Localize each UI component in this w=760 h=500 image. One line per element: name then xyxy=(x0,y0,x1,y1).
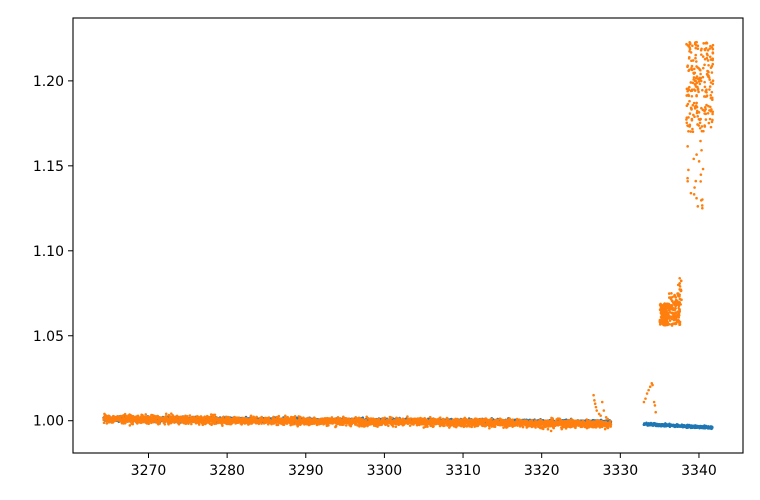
data-point xyxy=(490,417,494,421)
data-point xyxy=(391,425,395,428)
data-point xyxy=(214,422,218,425)
data-point xyxy=(327,424,330,427)
data-point xyxy=(135,422,139,425)
data-point xyxy=(488,426,491,430)
data-point xyxy=(409,417,413,420)
data-point xyxy=(438,416,442,419)
data-point xyxy=(426,425,429,428)
data-point xyxy=(197,423,201,426)
data-point xyxy=(255,415,258,419)
data-point xyxy=(213,413,217,417)
data-point xyxy=(243,422,247,425)
data-point xyxy=(122,415,125,418)
data-point xyxy=(390,416,394,420)
data-point xyxy=(267,416,271,419)
data-point xyxy=(184,422,188,425)
data-point xyxy=(128,424,132,427)
data-point xyxy=(344,424,348,427)
data-point xyxy=(468,425,471,428)
data-point xyxy=(102,421,106,425)
data-point xyxy=(408,424,412,427)
data-point xyxy=(293,414,297,418)
data-point xyxy=(446,417,450,421)
data-point xyxy=(173,421,176,424)
data-point xyxy=(164,412,168,416)
data-point xyxy=(188,414,192,417)
data-point xyxy=(334,424,338,428)
data-point xyxy=(299,415,302,419)
data-point xyxy=(172,415,176,419)
data-point xyxy=(190,422,193,426)
data-point xyxy=(493,425,497,429)
data-point xyxy=(406,415,409,418)
data-point xyxy=(158,422,161,425)
data-point xyxy=(131,422,135,426)
data-point xyxy=(177,422,181,426)
data-point xyxy=(147,422,150,426)
data-point xyxy=(221,415,225,419)
data-point xyxy=(209,413,213,416)
data-point xyxy=(443,424,446,427)
data-point xyxy=(387,424,390,428)
data-point xyxy=(711,426,714,429)
data-point xyxy=(394,425,398,429)
data-point xyxy=(277,414,281,418)
series-layer xyxy=(102,40,715,433)
data-point xyxy=(105,422,109,425)
data-point xyxy=(260,422,263,425)
series-2 xyxy=(102,40,715,433)
data-point xyxy=(144,413,148,416)
data-point xyxy=(221,424,224,427)
data-point xyxy=(203,415,207,419)
data-point xyxy=(186,415,189,418)
data-point xyxy=(383,416,387,420)
data-point xyxy=(163,422,167,426)
data-point xyxy=(249,414,253,418)
